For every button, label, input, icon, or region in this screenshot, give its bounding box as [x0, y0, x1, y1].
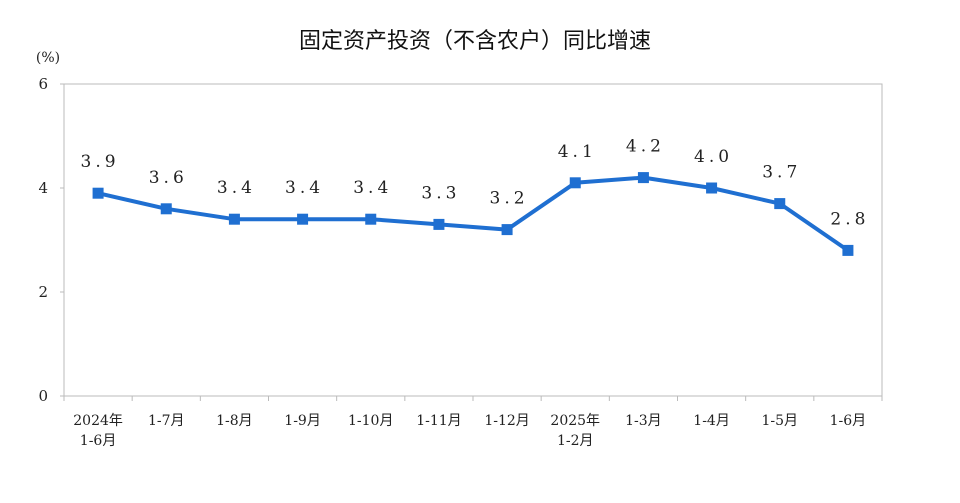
data-point: [433, 218, 445, 230]
data-point: [160, 203, 172, 215]
data-point: [228, 213, 240, 225]
x-tick-label: 1-4月: [693, 413, 730, 429]
x-tick-label: 1-6月: [830, 413, 867, 429]
plot-area-frame: [63, 83, 883, 397]
data-label: 3.4: [285, 178, 324, 198]
data-labels: 3.9 3.6 3.4 3.4 3.4 3.3 3.2 4.1 4.2 4.0 3.7 2.8: [81, 137, 869, 230]
y-tick-label: 4: [38, 179, 48, 197]
series-markers: [92, 172, 854, 256]
x-tick-label: 2024年: [73, 413, 123, 429]
x-tick-label: 1-10月: [348, 413, 393, 429]
data-label: 3.4: [353, 178, 392, 198]
y-tick-label: 2: [38, 283, 48, 301]
data-point: [569, 177, 581, 189]
data-label: 3.3: [421, 183, 460, 203]
y-tick-label: 0: [38, 387, 48, 405]
chart-title: 固定资产投资（不含农户）同比增速: [299, 29, 651, 54]
data-point: [501, 224, 513, 236]
x-tick-label: 2025年: [550, 413, 600, 429]
data-point: [92, 187, 104, 199]
x-tick-label: 1-11月: [416, 413, 461, 429]
x-tick-label: 1-12月: [484, 413, 529, 429]
x-tick-label: 1-2月: [557, 433, 594, 449]
x-tick-label: 1-3月: [625, 413, 662, 429]
x-tick-label: 1-7月: [148, 413, 185, 429]
data-point: [637, 172, 649, 184]
data-label: 4.2: [626, 137, 665, 157]
y-axis-unit-label: (%): [36, 50, 60, 66]
x-tick-label: 1-5月: [761, 413, 798, 429]
x-tick-label: 1-8月: [216, 413, 253, 429]
data-label: 3.2: [490, 189, 529, 209]
y-tick-label: 6: [38, 75, 48, 93]
data-label: 3.7: [762, 163, 801, 183]
data-label: 3.4: [217, 178, 256, 198]
data-label: 3.9: [81, 152, 120, 172]
data-point: [706, 182, 718, 194]
data-point: [842, 244, 854, 256]
data-label: 4.1: [558, 142, 597, 162]
data-point: [365, 213, 377, 225]
x-tick-label: 1-6月: [80, 433, 117, 449]
x-axis-ticks: 2024年 1-6月 1-7月 1-8月 1-9月 1-10月 1-11月 1-12月 2025…: [63, 396, 883, 449]
data-point: [774, 198, 786, 210]
data-point: [297, 213, 309, 225]
data-label: 2.8: [830, 209, 869, 229]
series-line: [97, 175, 850, 253]
x-tick-label: 1-9月: [284, 413, 321, 429]
data-label: 3.6: [149, 168, 188, 188]
data-label: 4.0: [694, 147, 733, 167]
y-axis-ticks: 0 2 4 6: [38, 75, 64, 405]
